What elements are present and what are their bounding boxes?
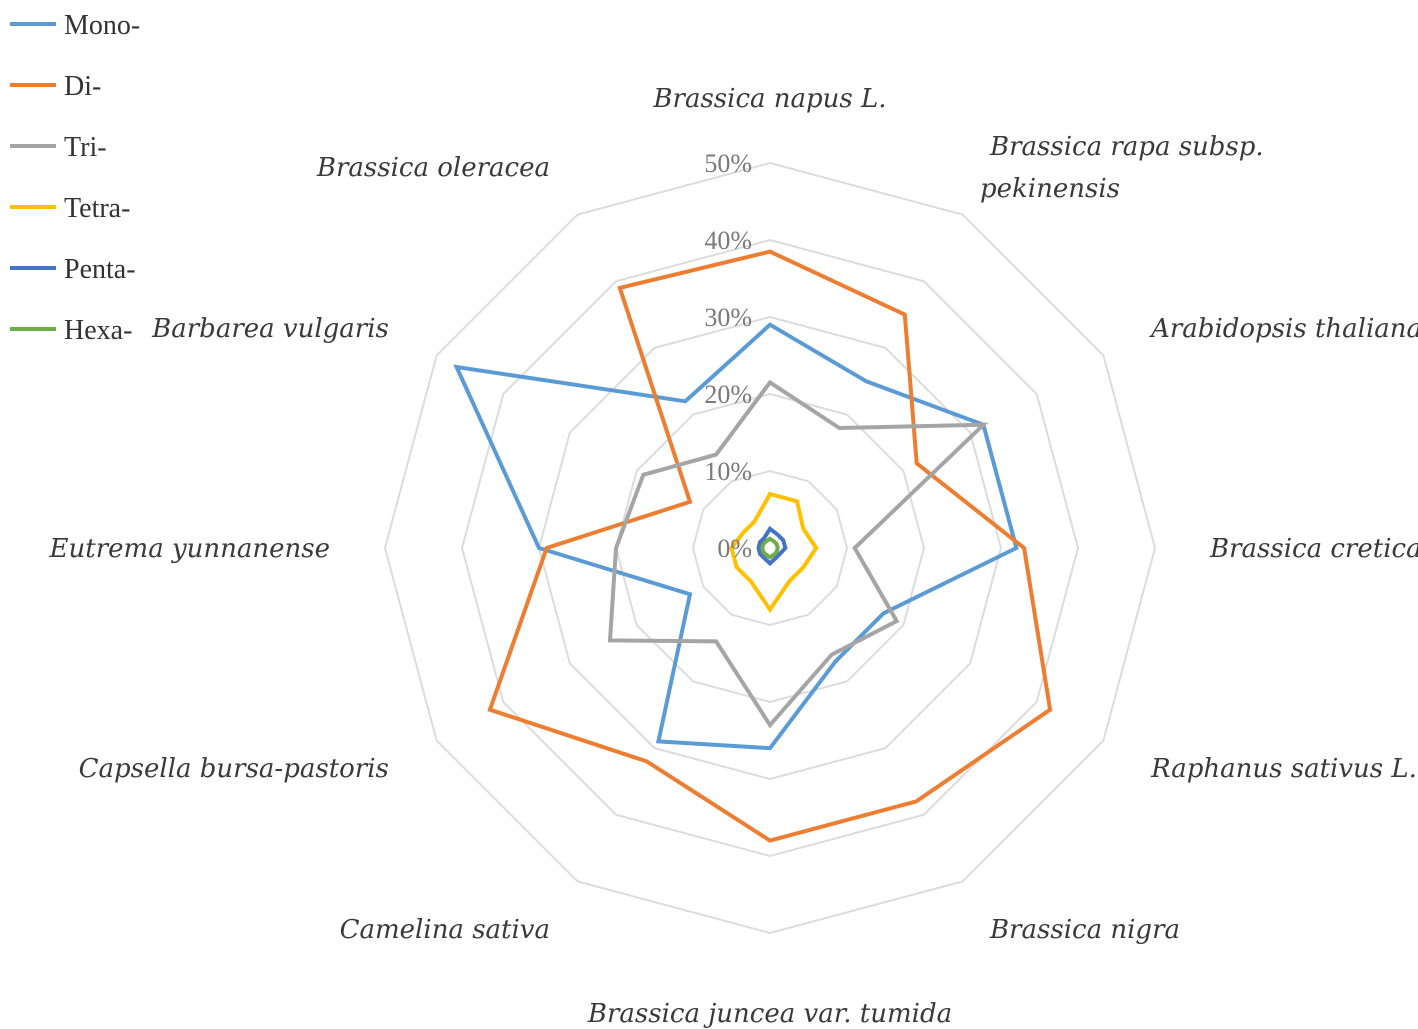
series-tri: [607, 379, 989, 729]
legend-label: Di-: [64, 71, 101, 102]
category-label-camelina-sativa: Camelina sativa: [340, 915, 550, 945]
category-label-arabidopsis-thaliana-l: Arabidopsis thaliana (L.): [1149, 314, 1418, 344]
grid-ring-5: [383, 161, 1157, 935]
grid-ring-3: [537, 315, 1003, 781]
tick-label: 50%: [704, 149, 752, 178]
category-label-barbarea-vulgaris: Barbarea vulgaris: [151, 314, 389, 344]
radial-tick-labels: 0% 10% 20% 30% 40% 50%: [704, 149, 752, 563]
category-label-brassica-napus-l: Brassica napus L.: [652, 84, 886, 114]
category-label-eutrema-yunnanense: Eutrema yunnanense: [49, 534, 330, 564]
grid-ring-4: [460, 238, 1080, 858]
category-labels: Brassica napus L. Brassica rapa subsp. pek…: [49, 84, 1418, 1029]
legend-label: Tetra-: [64, 193, 130, 224]
series-di: [487, 249, 1053, 843]
series-penta: [756, 525, 788, 567]
legend-label: Penta-: [64, 254, 136, 285]
legend-label: Hexa-: [64, 315, 132, 346]
tick-label: 0%: [717, 534, 752, 563]
series-hexa: [760, 536, 780, 560]
legend-item-di: Di-: [10, 71, 101, 102]
tick-label: 20%: [704, 380, 752, 409]
radar-grid: [383, 161, 1157, 935]
category-label-brassica-oleracea: Brassica oleracea: [316, 153, 550, 183]
legend-item-penta: Penta-: [10, 254, 136, 285]
category-label-brassica-nigra: Brassica nigra: [989, 915, 1180, 945]
category-label-raphanus-sativus-l: Raphanus sativus L.: [1150, 754, 1417, 784]
category-label-capsella-bursa-pastoris: Capsella bursa-pastoris: [79, 754, 389, 784]
series-layer: [453, 249, 1053, 843]
legend-label: Mono-: [64, 10, 140, 41]
tick-label: 10%: [704, 457, 752, 486]
legend-item-tetra: Tetra-: [10, 193, 130, 224]
category-label-brassica-juncea-var-tumida: Brassica juncea var. tumida: [587, 999, 952, 1029]
legend-item-hexa: Hexa-: [10, 315, 132, 346]
grid-ring-1: [691, 469, 849, 627]
legend-label: Tri-: [64, 132, 107, 163]
tick-label: 30%: [704, 303, 752, 332]
tick-label: 40%: [704, 226, 752, 255]
legend-item-mono: Mono-: [10, 10, 140, 41]
category-label-brassica-cretica: Brassica cretica: [1209, 534, 1418, 564]
grid-ring-2: [614, 392, 926, 704]
legend: Mono- Di- Tri- Tetra- Penta- Hexa-: [10, 10, 140, 346]
legend-item-tri: Tri-: [10, 132, 107, 163]
category-label-brassica-rapa-subsp-pekinensis: Brassica rapa subsp. pekinensis: [980, 132, 1264, 204]
series-tetra: [729, 491, 819, 614]
